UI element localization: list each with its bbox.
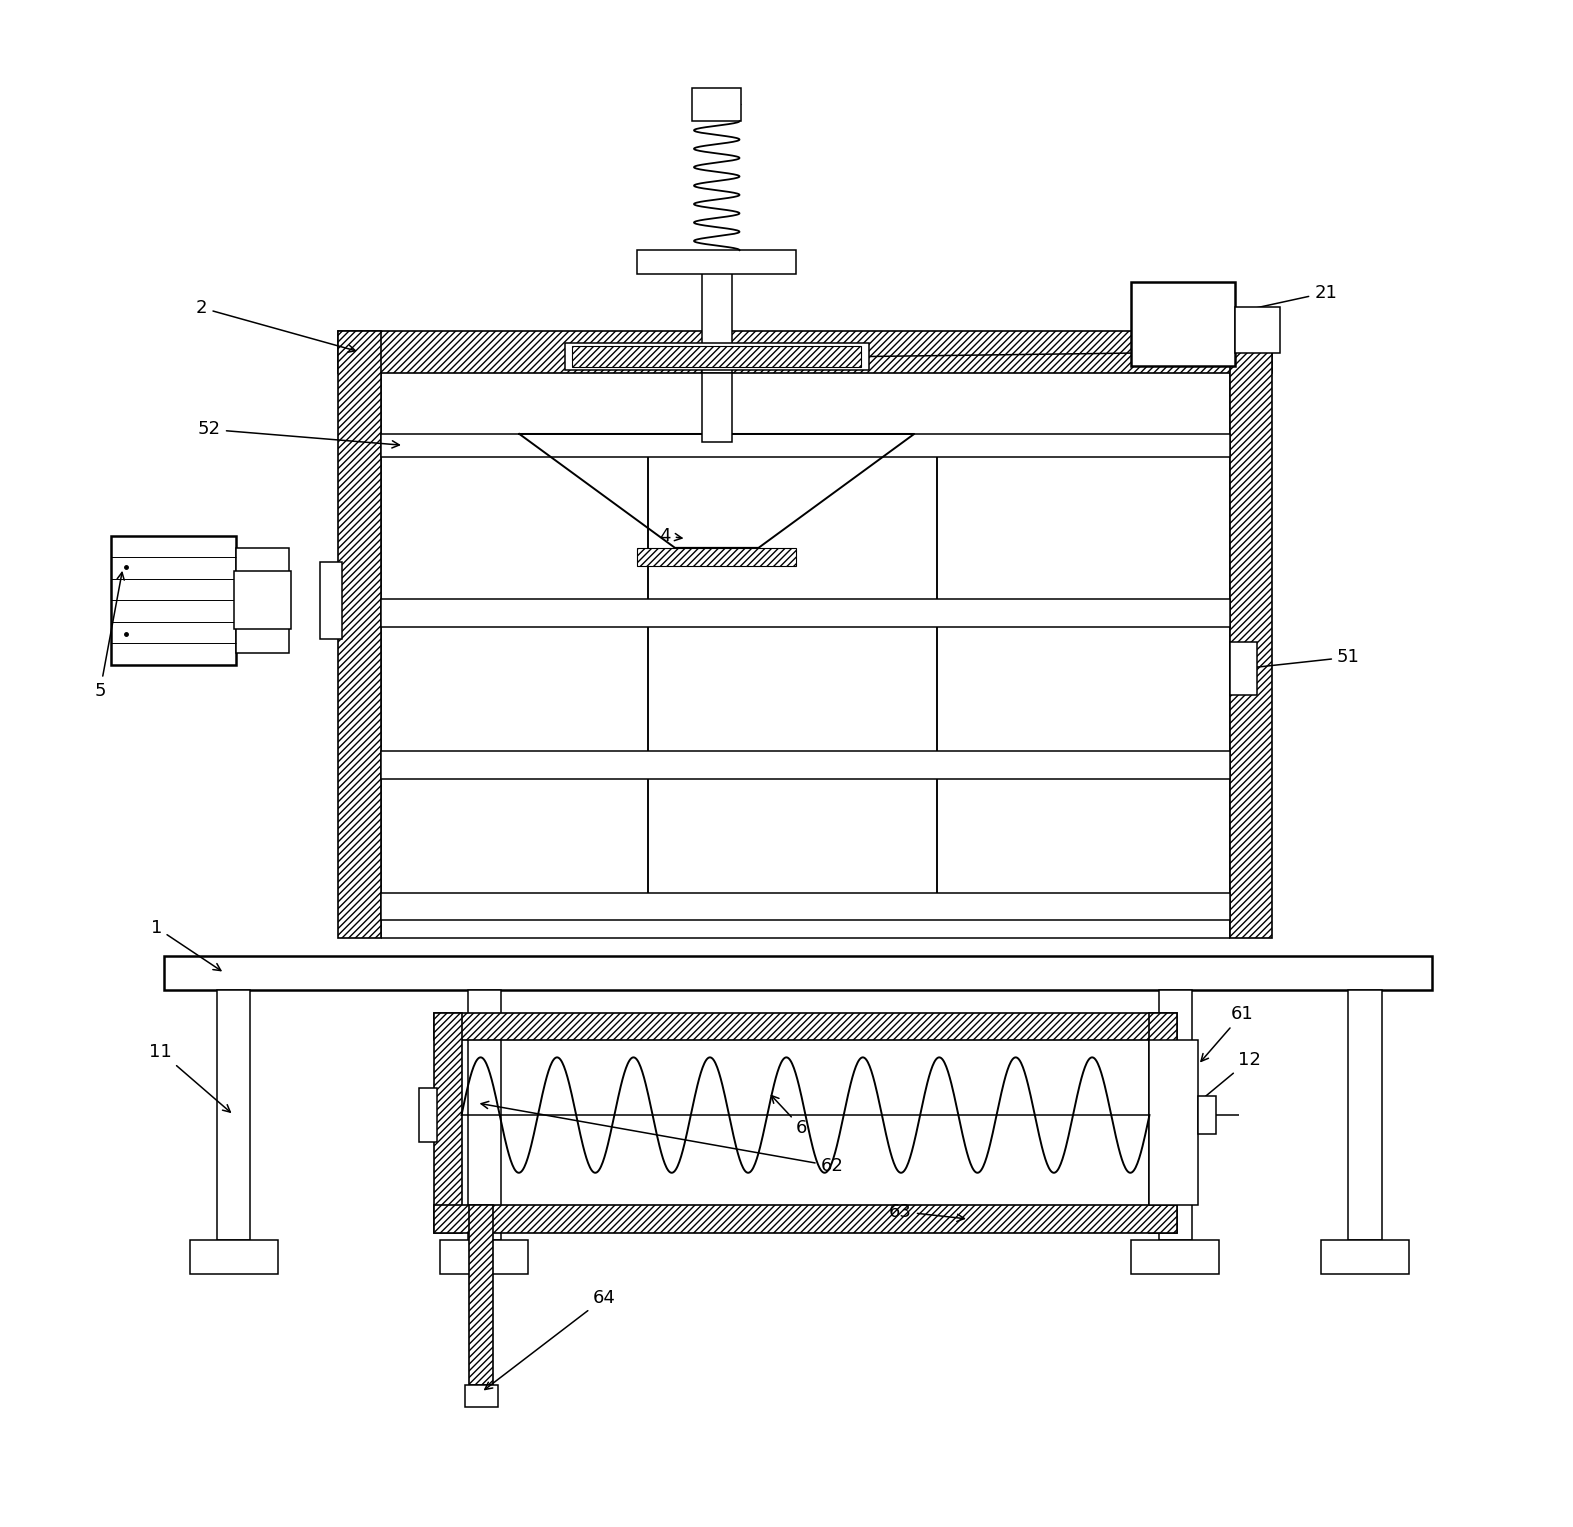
Bar xyxy=(381,434,1230,457)
Text: 11: 11 xyxy=(149,1043,230,1112)
Text: 12: 12 xyxy=(1177,1051,1262,1119)
Bar xyxy=(637,250,796,275)
Bar xyxy=(692,87,741,121)
Bar xyxy=(434,1012,461,1232)
Bar xyxy=(1131,1240,1219,1274)
Bar xyxy=(637,548,796,567)
Bar xyxy=(338,331,1273,938)
Bar xyxy=(217,989,250,1240)
Bar xyxy=(236,548,289,652)
Bar xyxy=(1235,307,1280,353)
Text: 2: 2 xyxy=(197,299,355,353)
Bar xyxy=(234,571,291,629)
Bar xyxy=(190,1240,278,1274)
Text: 63: 63 xyxy=(889,1202,964,1222)
Bar xyxy=(1150,1040,1199,1205)
Text: 64: 64 xyxy=(484,1289,615,1390)
Bar xyxy=(1150,1012,1177,1232)
Bar xyxy=(381,600,1230,626)
Bar xyxy=(464,1385,499,1408)
Text: 21: 21 xyxy=(1188,284,1337,325)
Bar xyxy=(434,1205,1177,1232)
Text: 4: 4 xyxy=(659,527,683,545)
Text: 52: 52 xyxy=(198,420,400,447)
Bar xyxy=(1321,1240,1409,1274)
Bar xyxy=(338,331,1273,373)
Bar xyxy=(338,331,381,938)
Bar xyxy=(573,347,860,366)
Bar xyxy=(702,373,731,441)
Bar xyxy=(381,751,1230,779)
Bar xyxy=(1348,989,1381,1240)
Bar xyxy=(1230,641,1257,695)
Bar xyxy=(434,1012,1177,1040)
Text: 61: 61 xyxy=(1202,1005,1254,1061)
Text: 5: 5 xyxy=(94,573,124,699)
Bar xyxy=(164,956,1431,989)
Bar xyxy=(440,1240,529,1274)
Bar xyxy=(1159,989,1192,1240)
Bar xyxy=(1131,282,1235,365)
Bar xyxy=(702,267,731,373)
Text: 6: 6 xyxy=(771,1095,807,1138)
Bar xyxy=(110,536,236,664)
Text: 62: 62 xyxy=(481,1101,843,1174)
Bar xyxy=(1230,331,1273,938)
Bar xyxy=(321,562,341,638)
Bar xyxy=(418,1087,437,1142)
Bar xyxy=(381,893,1230,919)
Bar xyxy=(467,989,500,1240)
Text: 1: 1 xyxy=(151,919,220,971)
Bar xyxy=(1199,1096,1216,1135)
Bar xyxy=(469,1205,494,1385)
Text: 51: 51 xyxy=(1247,647,1359,670)
Bar xyxy=(565,344,868,370)
